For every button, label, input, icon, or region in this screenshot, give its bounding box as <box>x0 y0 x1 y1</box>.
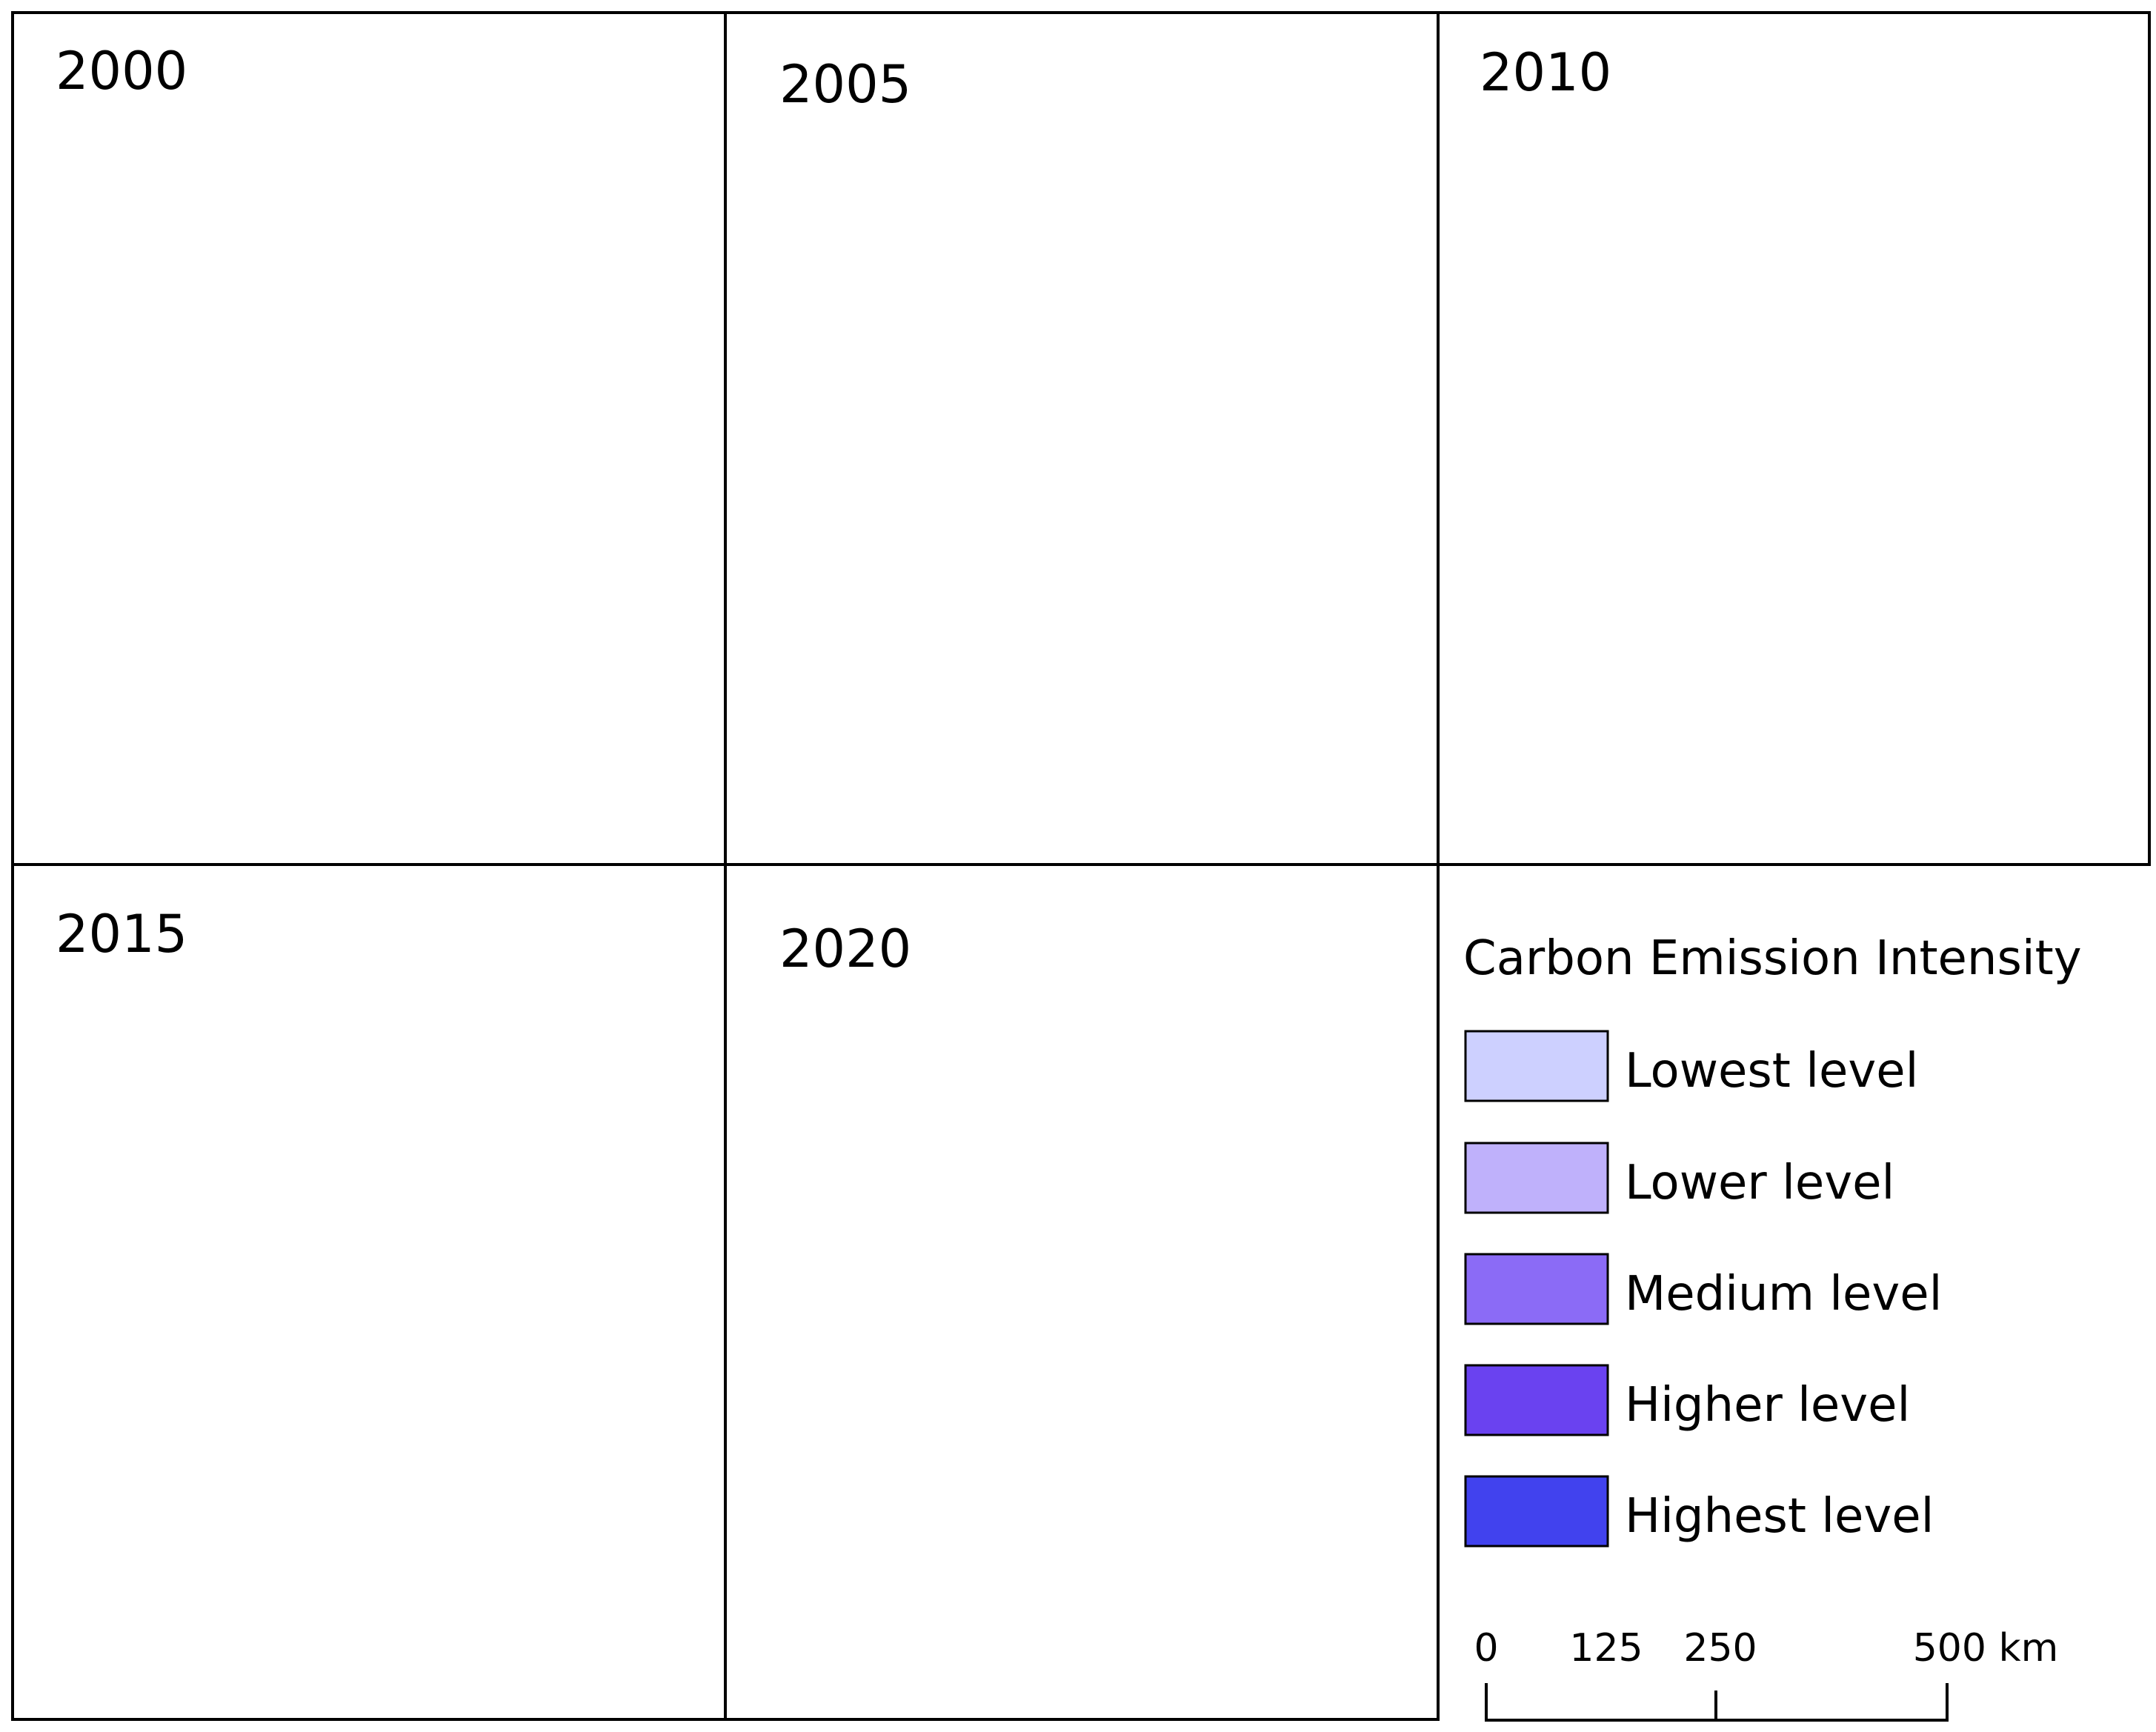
panel-year-label: 2005 <box>779 54 911 115</box>
panel-2010: 2010 <box>1480 42 1611 103</box>
legend-swatch-highest <box>1464 1475 1609 1548</box>
panel-2020: 2020 <box>779 919 911 979</box>
legend-swatch-lower <box>1464 1142 1609 1214</box>
panel-2000: 2000 <box>56 41 187 101</box>
panel-2020-frame <box>724 863 1440 1721</box>
legend-swatch-higher <box>1464 1364 1609 1436</box>
scale-bar-line <box>1485 1683 1949 1722</box>
legend-swatch-medium <box>1464 1253 1609 1325</box>
panel-year-label: 2015 <box>56 904 187 965</box>
panel-year-label: 2000 <box>56 41 187 101</box>
panel-2015-frame <box>11 863 727 1721</box>
legend-label-medium: Medium level <box>1625 1267 1942 1322</box>
legend-title: Carbon Emission Intensity <box>1463 931 2082 986</box>
panel-2000-frame <box>11 11 727 866</box>
panel-year-label: 2020 <box>779 919 911 979</box>
legend-swatch-lowest <box>1464 1030 1609 1102</box>
legend-label-higher: Higher level <box>1625 1378 1910 1433</box>
legend: Carbon Emission Intensity Lowest level L… <box>1463 931 2082 1548</box>
scale-tick-label-250: 250 <box>1683 1626 1757 1671</box>
scale-bar: 0 125 250 500 km <box>1474 1626 2059 1722</box>
panel-2015: 2015 <box>56 904 187 965</box>
panel-2010-frame <box>1437 11 2151 866</box>
panel-2005: 2005 <box>779 54 911 115</box>
scale-tick-label-125: 125 <box>1569 1626 1643 1671</box>
legend-label-highest: Highest level <box>1625 1489 1934 1544</box>
scale-tick-label-500: 500 km <box>1913 1626 2059 1671</box>
panel-frames <box>11 11 2151 1721</box>
panel-2005-frame <box>724 11 1440 866</box>
panel-year-label: 2010 <box>1480 42 1611 103</box>
scale-tick-label-0: 0 <box>1474 1626 1498 1671</box>
legend-label-lowest: Lowest level <box>1625 1044 1918 1099</box>
legend-label-lower: Lower level <box>1625 1156 1894 1210</box>
